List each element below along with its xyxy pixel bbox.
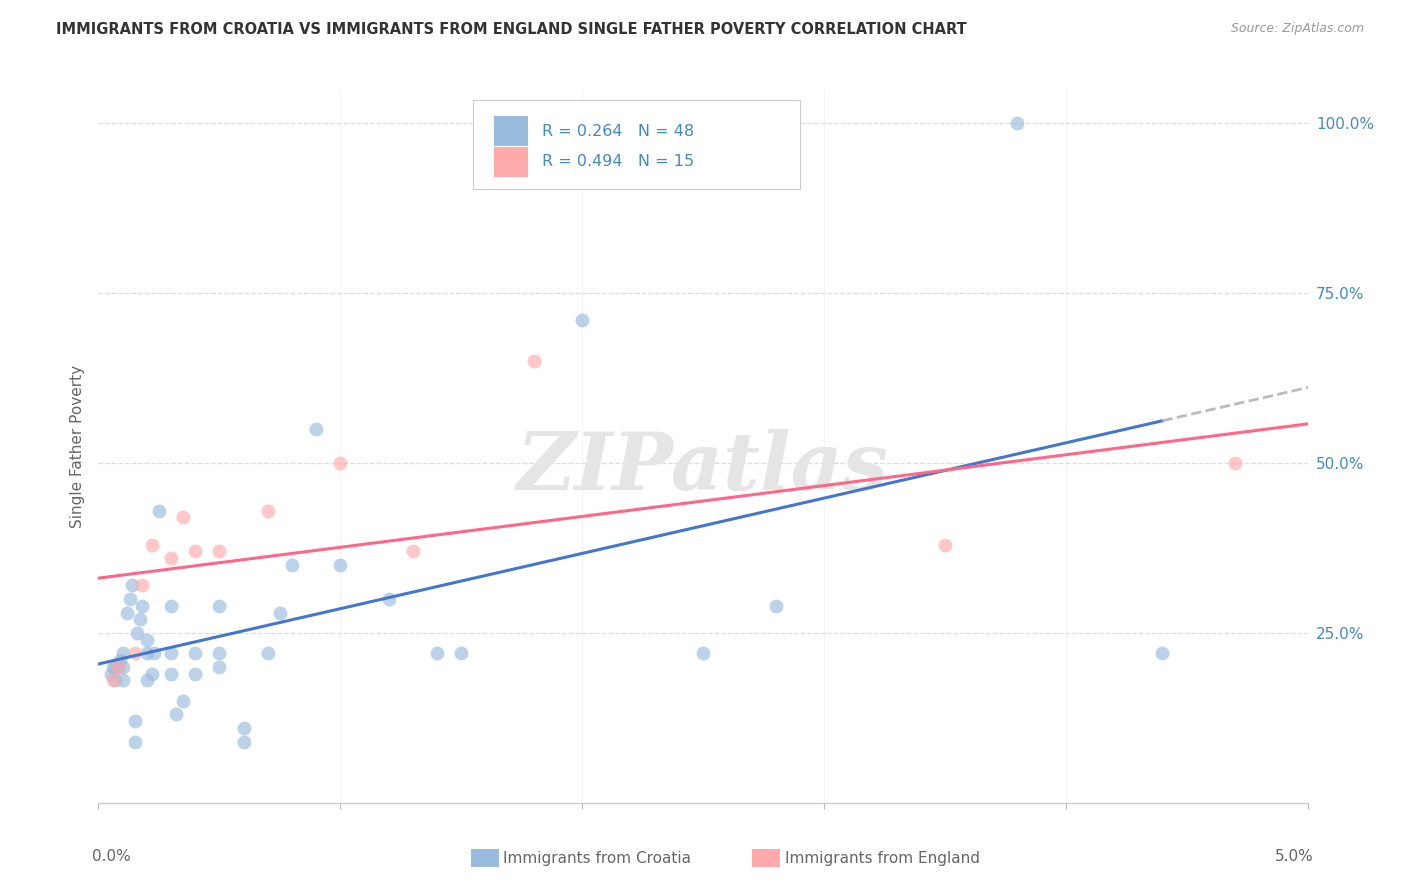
Point	[104, 660, 127, 674]
Point	[208, 544, 231, 558]
Point	[141, 537, 163, 551]
Point	[256, 503, 278, 517]
Point	[148, 503, 170, 517]
Point	[165, 707, 187, 722]
Point	[135, 632, 157, 647]
Point	[1007, 116, 1029, 130]
Text: Source: ZipAtlas.com: Source: ZipAtlas.com	[1230, 22, 1364, 36]
FancyBboxPatch shape	[494, 116, 527, 146]
Text: 5.0%: 5.0%	[1275, 849, 1313, 864]
Point	[377, 591, 399, 606]
Point	[329, 558, 352, 572]
Point	[111, 646, 134, 660]
Point	[1223, 456, 1246, 470]
Point	[107, 660, 129, 674]
Point	[124, 734, 146, 748]
Point	[108, 653, 131, 667]
Point	[107, 660, 129, 674]
Point	[160, 599, 183, 613]
Point	[124, 646, 146, 660]
Point	[111, 660, 134, 674]
Point	[135, 673, 157, 688]
Point	[184, 646, 207, 660]
Point	[208, 660, 231, 674]
Point	[111, 673, 134, 688]
Point	[131, 578, 153, 592]
Point	[450, 646, 472, 660]
Point	[232, 721, 254, 735]
Point	[143, 646, 166, 660]
Y-axis label: Single Father Poverty: Single Father Poverty	[70, 365, 86, 527]
Text: ZIPatlas: ZIPatlas	[517, 429, 889, 506]
Point	[269, 606, 291, 620]
Point	[1152, 646, 1174, 660]
Text: Immigrants from England: Immigrants from England	[785, 851, 980, 865]
Point	[281, 558, 304, 572]
Point	[571, 313, 593, 327]
Point	[118, 591, 141, 606]
Text: R = 0.494   N = 15: R = 0.494 N = 15	[543, 154, 695, 169]
Text: 0.0%: 0.0%	[93, 849, 131, 864]
Point	[100, 666, 122, 681]
Point	[208, 646, 231, 660]
Point	[141, 666, 163, 681]
Point	[692, 646, 714, 660]
Point	[104, 673, 127, 688]
Text: IMMIGRANTS FROM CROATIA VS IMMIGRANTS FROM ENGLAND SINGLE FATHER POVERTY CORRELA: IMMIGRANTS FROM CROATIA VS IMMIGRANTS FR…	[56, 22, 967, 37]
Point	[329, 456, 352, 470]
Point	[184, 544, 207, 558]
Text: Immigrants from Croatia: Immigrants from Croatia	[503, 851, 692, 865]
Point	[101, 673, 124, 688]
Point	[117, 606, 139, 620]
Point	[135, 646, 157, 660]
Point	[128, 612, 150, 626]
Point	[160, 551, 183, 566]
FancyBboxPatch shape	[494, 147, 527, 177]
Point	[208, 599, 231, 613]
Point	[131, 599, 153, 613]
Point	[765, 599, 787, 613]
Point	[124, 714, 146, 729]
Point	[232, 734, 254, 748]
Point	[523, 354, 546, 368]
Point	[160, 646, 183, 660]
FancyBboxPatch shape	[474, 100, 800, 189]
Point	[426, 646, 449, 660]
Point	[305, 422, 328, 436]
Text: R = 0.264   N = 48: R = 0.264 N = 48	[543, 124, 695, 139]
Point	[184, 666, 207, 681]
Point	[172, 510, 194, 524]
Point	[121, 578, 143, 592]
Point	[256, 646, 278, 660]
Point	[934, 537, 956, 551]
Point	[127, 626, 149, 640]
Point	[172, 694, 194, 708]
Point	[402, 544, 425, 558]
Point	[160, 666, 183, 681]
Point	[101, 660, 124, 674]
